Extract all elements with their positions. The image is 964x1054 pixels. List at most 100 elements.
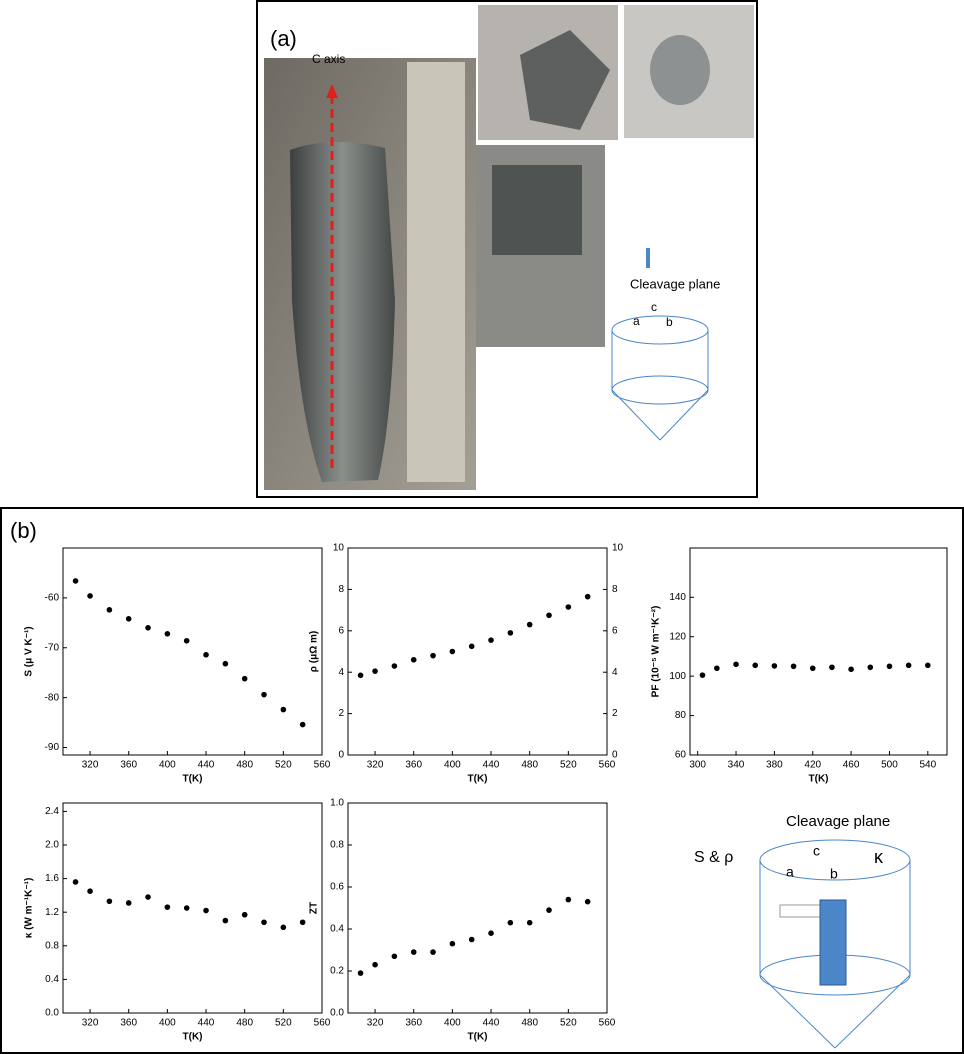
y-axis-title: ρ (μΩ m) [309,631,320,672]
data-point [585,899,591,905]
data-point [733,662,739,668]
data-point [508,630,514,636]
data-point [772,663,778,669]
data-point [430,653,436,659]
data-point [925,663,931,669]
kappa-label: κ [874,847,884,867]
data-point [810,665,816,671]
y-tick-label: 0 [338,750,344,761]
y-tick-label: 100 [669,671,686,682]
y2-tick-label: 4 [612,667,618,678]
data-point [527,622,533,628]
data-point [184,638,190,644]
y-tick-label: 2.4 [45,806,59,817]
y2-tick-label: 6 [612,625,618,636]
x-axis-title: T(K) [468,774,488,785]
data-point [87,593,93,599]
y-tick-label: 2.0 [45,840,59,851]
y-axis-title: PF (10⁻⁵ W m⁻¹K⁻²) [651,606,662,698]
data-point [508,920,514,926]
y-tick-label: 0.0 [330,1008,344,1019]
x-tick-label: 440 [483,760,500,771]
data-point [358,970,364,976]
y-axis-title: κ (W m⁻¹K⁻¹) [24,878,35,939]
data-point [392,663,398,669]
ruler [407,62,465,482]
y-tick-label: 0.2 [330,966,344,977]
data-point [281,925,287,931]
data-point [411,949,417,955]
plot-frame [348,803,607,1013]
x-tick-label: 300 [689,760,706,771]
y-tick-label: 4 [338,667,344,678]
data-point [791,663,797,669]
c-axis-label: C axis [312,52,345,66]
kappa-sample [820,900,846,985]
data-point [411,657,417,663]
x-tick-label: 540 [919,760,936,771]
x-tick-label: 320 [82,760,99,771]
plot-frame [690,548,947,755]
plot-frame [348,548,607,755]
x-tick-label: 360 [405,760,422,771]
y-tick-label: 8 [338,584,344,595]
y-axis-title: S (μ V K⁻¹) [24,626,35,676]
x-axis-title: T(K) [809,774,829,785]
data-point [261,919,267,925]
y-axis-title: ZT [309,902,320,914]
data-point [203,652,209,658]
y-tick-label: 80 [675,710,687,721]
data-point [145,625,151,631]
data-point [145,894,151,900]
data-point [392,954,398,960]
data-point [906,663,912,669]
x-axis-title: T(K) [183,1032,203,1043]
x-tick-label: 440 [198,760,215,771]
axis-letter: c [651,300,657,314]
data-point [527,920,533,926]
x-tick-label: 520 [275,1018,292,1029]
data-point [546,907,552,913]
y-tick-label: -60 [45,593,60,604]
data-point [73,879,79,885]
data-point [107,607,113,613]
y-tick-label: 1.0 [330,798,344,809]
x-tick-label: 480 [521,1018,538,1029]
x-tick-label: 520 [560,1018,577,1029]
panel-label: (b) [10,518,37,543]
data-point [223,661,229,667]
x-axis-title: T(K) [183,774,203,785]
data-point [714,665,720,671]
data-point [488,930,494,936]
data-point [73,578,79,584]
y-tick-label: 60 [675,750,687,761]
data-point [203,908,209,914]
x-tick-label: 440 [483,1018,500,1029]
x-tick-label: 560 [314,760,331,771]
y-tick-label: 1.2 [45,907,59,918]
data-point [450,941,456,947]
x-tick-label: 440 [198,1018,215,1029]
data-point [752,663,758,669]
data-point [261,692,267,698]
data-point [372,668,378,674]
axis-letter: b [830,866,838,882]
panel-label: (a) [270,26,297,51]
y-tick-label: 0.0 [45,1008,59,1019]
data-point [566,897,572,903]
data-point [546,612,552,618]
x-tick-label: 560 [599,1018,616,1029]
data-point [585,594,591,600]
y-tick-label: 6 [338,625,344,636]
plot-frame [63,548,322,755]
y-tick-label: 0.6 [330,882,344,893]
y2-tick-label: 8 [612,584,618,595]
x-tick-label: 480 [521,760,538,771]
x-tick-label: 420 [804,760,821,771]
data-point [281,707,287,713]
y-tick-label: -90 [45,742,60,753]
y-tick-label: 120 [669,631,686,642]
y-tick-label: 0.8 [45,940,59,951]
y2-tick-label: 10 [612,543,624,554]
data-point [848,666,854,672]
